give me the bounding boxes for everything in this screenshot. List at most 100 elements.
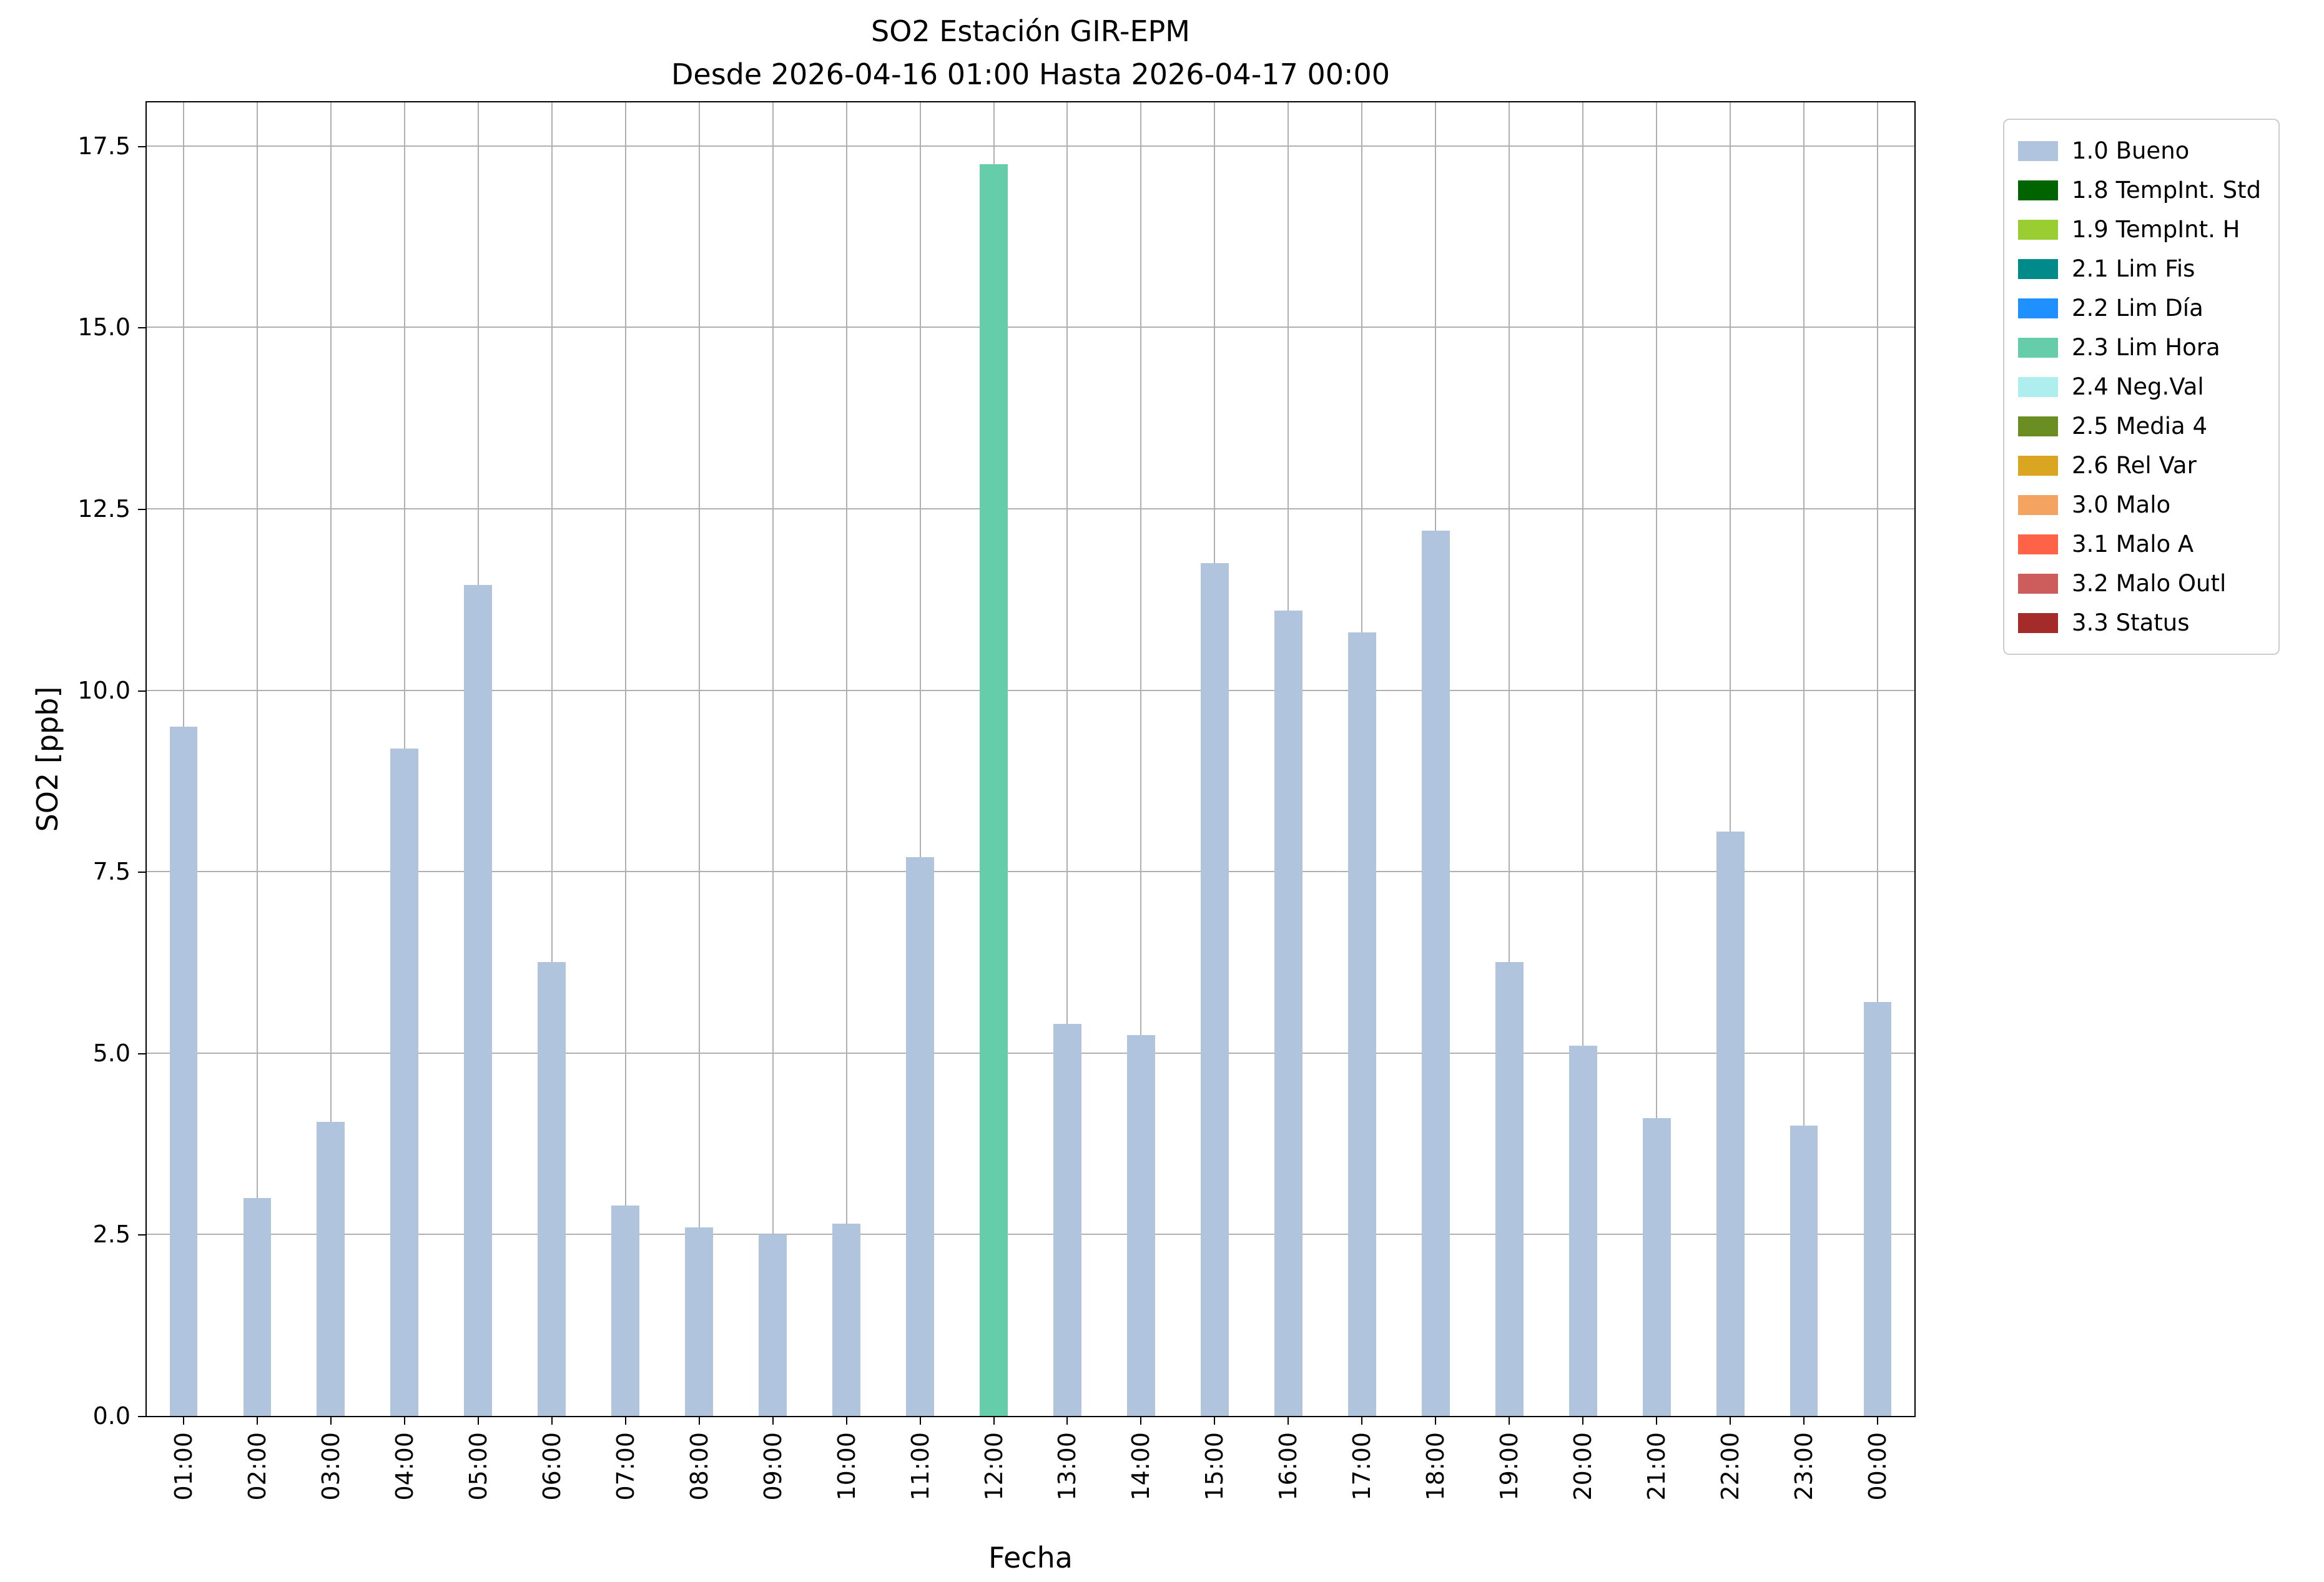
y-tick-label: 5.0 [92, 1039, 130, 1067]
x-tick-mark [1214, 1416, 1216, 1425]
gridline-vertical [919, 102, 921, 1416]
bar-03:00 [317, 1122, 345, 1416]
chart-subtitle: Desde 2026-04-16 01:00 Hasta 2026-04-17 … [671, 57, 1391, 91]
x-tick-mark [1509, 1416, 1510, 1425]
chart-title-block: SO2 Estación GIR-EPM Desde 2026-04-16 01… [145, 10, 1916, 96]
legend-item: 1.8 TempInt. Std [2018, 170, 2261, 210]
x-tick-label: 12:00 [980, 1432, 1008, 1501]
x-tick-label-text: 18:00 [1422, 1432, 1450, 1501]
y-tick-label: 10.0 [77, 676, 130, 704]
legend-swatch [2018, 534, 2058, 554]
x-tick-label: 06:00 [538, 1432, 566, 1501]
legend-label: 1.0 Bueno [2072, 137, 2190, 164]
legend-label: 3.2 Malo Outl [2072, 570, 2227, 597]
x-tick-label: 13:00 [1053, 1432, 1081, 1501]
x-tick-label: 09:00 [759, 1432, 787, 1501]
legend-item: 3.1 Malo A [2018, 524, 2261, 564]
bar-05:00 [464, 585, 493, 1416]
y-tick-mark [138, 1053, 147, 1054]
x-tick-label-text: 17:00 [1348, 1432, 1376, 1501]
gridline-vertical [624, 102, 626, 1416]
x-tick-label: 02:00 [244, 1432, 271, 1501]
x-tick-label-text: 15:00 [1201, 1432, 1229, 1501]
bar-11:00 [906, 857, 934, 1416]
x-tick-mark [1140, 1416, 1142, 1425]
x-tick-label-text: 02:00 [243, 1432, 271, 1501]
gridline-vertical [1656, 102, 1658, 1416]
bar-14:00 [1127, 1034, 1155, 1416]
legend-label: 3.0 Malo [2072, 491, 2171, 518]
legend-item: 2.2 Lim Día [2018, 288, 2261, 328]
gridline-horizontal [147, 689, 1914, 691]
x-tick-mark [330, 1416, 332, 1425]
x-tick-mark [1066, 1416, 1068, 1425]
x-tick-label: 07:00 [612, 1432, 639, 1501]
legend-swatch [2018, 455, 2058, 476]
gridline-vertical [551, 102, 553, 1416]
x-tick-label: 04:00 [391, 1432, 418, 1501]
legend-swatch [2018, 494, 2058, 515]
x-tick-mark [993, 1416, 995, 1425]
x-tick-mark [1435, 1416, 1437, 1425]
legend-swatch [2018, 376, 2058, 397]
x-tick-mark [919, 1416, 921, 1425]
x-tick-label: 23:00 [1790, 1432, 1818, 1501]
y-tick-mark [138, 872, 147, 873]
gridline-vertical [772, 102, 774, 1416]
bar-23:00 [1790, 1126, 1818, 1416]
x-tick-label: 03:00 [317, 1432, 345, 1501]
x-tick-label: 01:00 [170, 1432, 197, 1501]
legend-label: 1.9 TempInt. H [2072, 216, 2240, 243]
legend-label: 1.8 TempInt. Std [2072, 177, 2262, 204]
x-tick-label: 22:00 [1716, 1432, 1744, 1501]
bar-15:00 [1200, 563, 1229, 1416]
y-tick-mark [138, 145, 147, 147]
bar-09:00 [759, 1234, 787, 1416]
bar-21:00 [1642, 1118, 1671, 1416]
x-tick-label: 15:00 [1201, 1432, 1228, 1501]
x-tick-label: 21:00 [1643, 1432, 1670, 1501]
x-tick-label: 14:00 [1127, 1432, 1155, 1501]
x-tick-label-text: 04:00 [390, 1432, 418, 1501]
x-tick-label-text: 20:00 [1569, 1432, 1597, 1501]
x-tick-mark [1656, 1416, 1658, 1425]
x-tick-mark [1730, 1416, 1731, 1425]
bar-22:00 [1716, 832, 1745, 1416]
legend-label: 3.1 Malo A [2072, 531, 2194, 558]
bar-07:00 [611, 1205, 640, 1416]
bar-04:00 [390, 748, 419, 1416]
gridline-vertical [1582, 102, 1584, 1416]
y-tick-label: 15.0 [77, 313, 130, 341]
gridline-horizontal [147, 327, 1914, 328]
bar-02:00 [243, 1198, 272, 1416]
x-tick-mark [624, 1416, 626, 1425]
bar-13:00 [1053, 1024, 1081, 1416]
y-tick-label: 2.5 [92, 1221, 130, 1249]
x-tick-mark [845, 1416, 847, 1425]
x-axis-label: Fecha [988, 1541, 1073, 1575]
gridline-horizontal [147, 508, 1914, 509]
y-tick-mark [138, 508, 147, 510]
y-tick-label: 0.0 [92, 1402, 130, 1430]
x-tick-mark [1361, 1416, 1363, 1425]
x-tick-label: 16:00 [1274, 1432, 1302, 1501]
x-tick-mark [182, 1416, 184, 1425]
x-tick-label-text: 22:00 [1716, 1432, 1745, 1501]
gridline-vertical [1877, 102, 1879, 1416]
legend-swatch [2018, 258, 2058, 279]
x-tick-label-text: 13:00 [1053, 1432, 1081, 1501]
legend-item: 1.0 Bueno [2018, 131, 2261, 170]
bar-12:00 [980, 164, 1008, 1416]
legend-item: 3.2 Malo Outl [2018, 564, 2261, 603]
bar-18:00 [1421, 530, 1450, 1416]
gridline-horizontal [147, 1234, 1914, 1236]
y-tick-mark [138, 327, 147, 329]
bar-08:00 [685, 1227, 714, 1416]
x-tick-label-text: 23:00 [1790, 1432, 1818, 1501]
x-tick-mark [1803, 1416, 1805, 1425]
y-tick-mark [138, 1234, 147, 1236]
legend-swatch [2018, 219, 2058, 240]
x-tick-label-text: 07:00 [611, 1432, 639, 1501]
gridline-horizontal [147, 145, 1914, 147]
